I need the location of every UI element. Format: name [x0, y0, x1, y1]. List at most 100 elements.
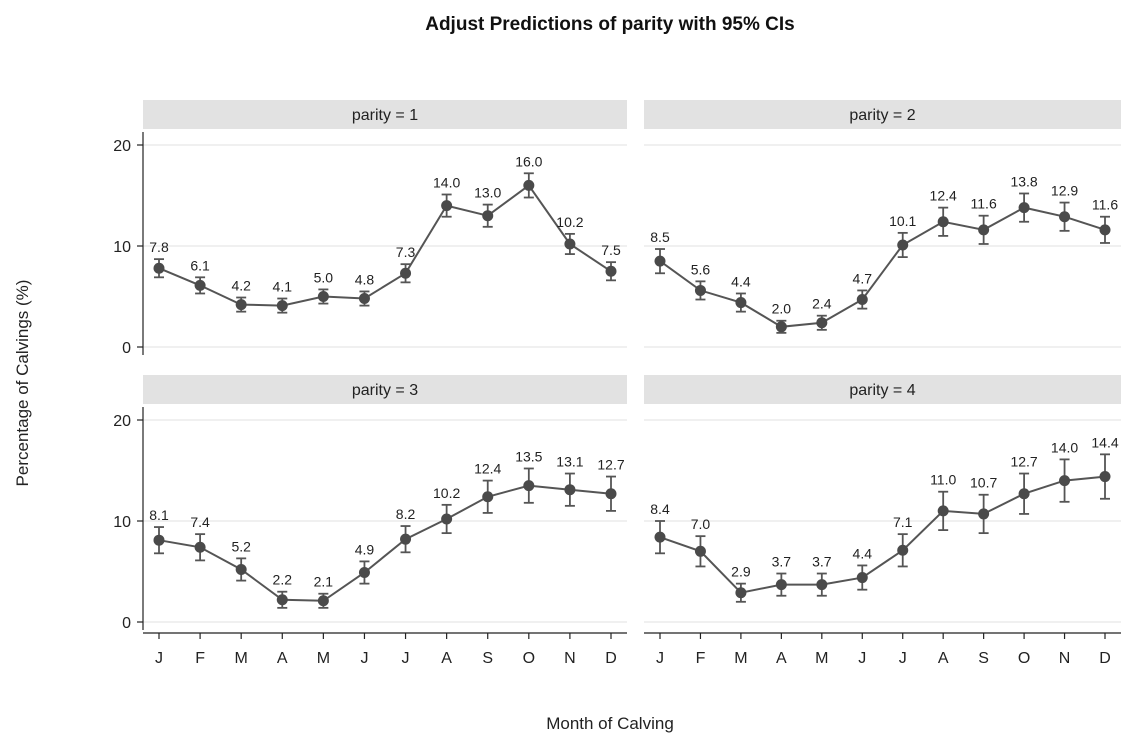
x-tick-label: J	[155, 650, 163, 667]
data-label: 7.4	[190, 514, 210, 530]
data-point	[775, 321, 787, 333]
x-tick-label: A	[938, 650, 949, 667]
data-label: 5.0	[314, 269, 334, 285]
data-label: 5.6	[691, 261, 711, 277]
x-tick-label: S	[482, 650, 493, 667]
data-point	[1099, 224, 1111, 236]
data-point	[317, 595, 329, 607]
y-tick-label: 10	[113, 514, 131, 531]
x-axis-title: Month of Calving	[546, 714, 674, 733]
data-label: 4.4	[853, 545, 873, 561]
data-point	[735, 587, 747, 599]
data-label: 10.7	[970, 475, 997, 491]
series-line	[158, 484, 612, 602]
series-line	[659, 475, 1106, 594]
data-point	[441, 200, 453, 212]
panel-4: parity = 4 J F M A M J J A S O N D 8.4 7.0 2.9 3.7 3.7 4.4…	[644, 375, 1121, 667]
data-label: 2.9	[731, 564, 751, 580]
data-label: 4.4	[731, 273, 751, 289]
data-label: 7.8	[149, 239, 169, 255]
data-point	[317, 291, 329, 302]
data-label: 4.1	[273, 279, 293, 295]
data-label: 11.0	[930, 472, 956, 488]
x-tick-label: N	[564, 650, 576, 667]
data-label: 11.6	[1092, 197, 1118, 213]
data-point	[358, 567, 370, 579]
facet-strip	[143, 100, 627, 129]
data-point	[482, 491, 494, 503]
data-label: 14.4	[1091, 434, 1118, 450]
y-tick-label: 20	[113, 413, 131, 430]
data-point	[978, 508, 990, 520]
data-point	[276, 594, 288, 606]
data-label: 4.9	[355, 541, 375, 557]
data-point	[978, 224, 990, 236]
data-label: 8.4	[650, 501, 670, 517]
y-tick-label: 0	[122, 615, 131, 632]
facet-strip-label: parity = 3	[352, 382, 418, 399]
data-label: 7.5	[601, 242, 621, 258]
data-point	[694, 545, 706, 557]
data-point	[816, 317, 828, 329]
facet-strip	[143, 375, 627, 404]
data-point	[775, 579, 787, 591]
data-point	[694, 284, 706, 296]
data-label: 8.5	[650, 229, 670, 245]
data-label: 3.7	[772, 554, 792, 570]
data-point	[153, 534, 165, 546]
data-label: 11.6	[971, 196, 997, 212]
data-point	[441, 513, 453, 525]
data-point	[897, 239, 909, 251]
x-tick-label: A	[776, 650, 787, 667]
facet-strip-label: parity = 2	[849, 107, 915, 124]
data-point	[654, 255, 666, 267]
data-point	[400, 267, 412, 279]
data-point	[358, 293, 370, 305]
facet-strip	[644, 100, 1121, 129]
data-label: 13.0	[474, 185, 501, 201]
x-tick-label: J	[360, 650, 368, 667]
panel-3: parity = 3 0 10 20 J F M A M J J A S O N D 8.1 7.4 5.2 2.2 2…	[113, 375, 627, 667]
facet-strip-label: parity = 4	[849, 382, 915, 399]
data-point	[654, 531, 666, 543]
facet-strip	[644, 375, 1121, 404]
data-point	[1059, 211, 1071, 223]
data-label: 3.7	[812, 554, 832, 570]
x-tick-label: J	[858, 650, 866, 667]
data-label: 13.8	[1010, 173, 1037, 189]
x-tick-label: F	[195, 650, 205, 667]
x-tick-label: M	[734, 650, 747, 667]
data-label: 12.9	[1051, 183, 1078, 199]
data-label: 14.0	[1051, 439, 1078, 455]
x-tick-label: A	[277, 650, 288, 667]
data-label: 7.0	[691, 516, 711, 532]
x-tick-label: D	[605, 650, 617, 667]
data-label: 4.8	[355, 271, 375, 287]
data-point	[235, 563, 247, 575]
x-tick-label: A	[441, 650, 452, 667]
data-point	[523, 480, 535, 492]
data-point	[194, 541, 206, 553]
x-tick-label: O	[523, 650, 535, 667]
data-label: 2.4	[812, 296, 832, 312]
data-label: 13.5	[515, 448, 542, 464]
data-point	[153, 262, 165, 274]
data-label: 12.4	[474, 461, 501, 477]
data-point	[235, 299, 247, 311]
data-point	[816, 579, 828, 591]
data-point	[605, 265, 617, 277]
data-point	[856, 294, 868, 306]
x-tick-label: J	[899, 650, 907, 667]
data-point	[735, 297, 747, 309]
data-point	[937, 216, 949, 228]
panels: parity = 1 0 10 20 7.8 6.1 4.2 4.1 5.0 4.8 7.3 14.0…	[113, 100, 1121, 667]
data-label: 10.2	[556, 214, 583, 230]
data-label: 12.4	[930, 188, 957, 204]
chart-title: Adjust Predictions of parity with 95% CI…	[425, 14, 795, 35]
data-label: 12.7	[1010, 454, 1037, 470]
data-point	[856, 572, 868, 584]
data-label: 2.1	[314, 574, 334, 590]
x-tick-label: J	[402, 650, 410, 667]
data-label: 6.1	[190, 257, 210, 273]
